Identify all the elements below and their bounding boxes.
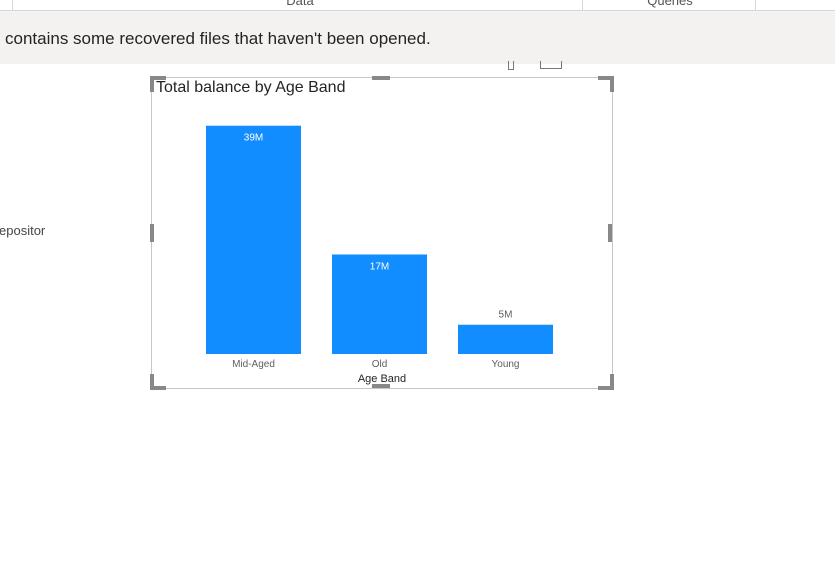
- x-tick-label: Old: [372, 359, 388, 370]
- resize-handle-top-left[interactable]: [150, 76, 166, 92]
- x-tick-label: Mid-Aged: [232, 359, 275, 370]
- bar-old[interactable]: [332, 254, 427, 354]
- recovered-files-notice-bar: contains some recovered files that haven…: [0, 12, 835, 64]
- data-label: 17M: [370, 261, 389, 272]
- chart-canvas: 39M Mid-Aged 17M Old 5M Young Age Band: [206, 125, 553, 385]
- focus-mode-icon[interactable]: [540, 61, 562, 69]
- x-tick-label: Young: [492, 359, 520, 370]
- filter-icon[interactable]: [508, 61, 514, 70]
- chart-title: Total balance by Age Band: [156, 79, 346, 96]
- ribbon-group-data: Data: [286, 0, 314, 8]
- ribbon-group-queries: Queries: [647, 0, 693, 8]
- resize-handle-top-right[interactable]: [598, 76, 614, 92]
- bar-chart-visual[interactable]: Total balance by Age Band 39M Mid-Aged 17M…: [150, 76, 614, 390]
- resize-handle-top[interactable]: [372, 76, 390, 80]
- ribbon-separator: [582, 0, 583, 10]
- ribbon-separator: [755, 0, 756, 10]
- resize-handle-right[interactable]: [608, 224, 612, 242]
- bar-mid-aged[interactable]: [206, 125, 301, 354]
- resize-handle-bottom-right[interactable]: [598, 374, 614, 390]
- resize-handle-left[interactable]: [150, 224, 154, 242]
- ribbon-separator: [12, 0, 13, 10]
- notice-text: contains some recovered files that haven…: [5, 29, 431, 48]
- canvas-side-label: epositor: [0, 223, 46, 238]
- data-label: 39M: [244, 133, 263, 144]
- ribbon-strip: Data Queries: [0, 0, 835, 11]
- data-label: 5M: [499, 310, 513, 321]
- bar-young[interactable]: [458, 324, 553, 354]
- resize-handle-bottom-left[interactable]: [150, 374, 166, 390]
- resize-handle-bottom[interactable]: [372, 384, 390, 388]
- x-axis-title: Age Band: [358, 373, 406, 385]
